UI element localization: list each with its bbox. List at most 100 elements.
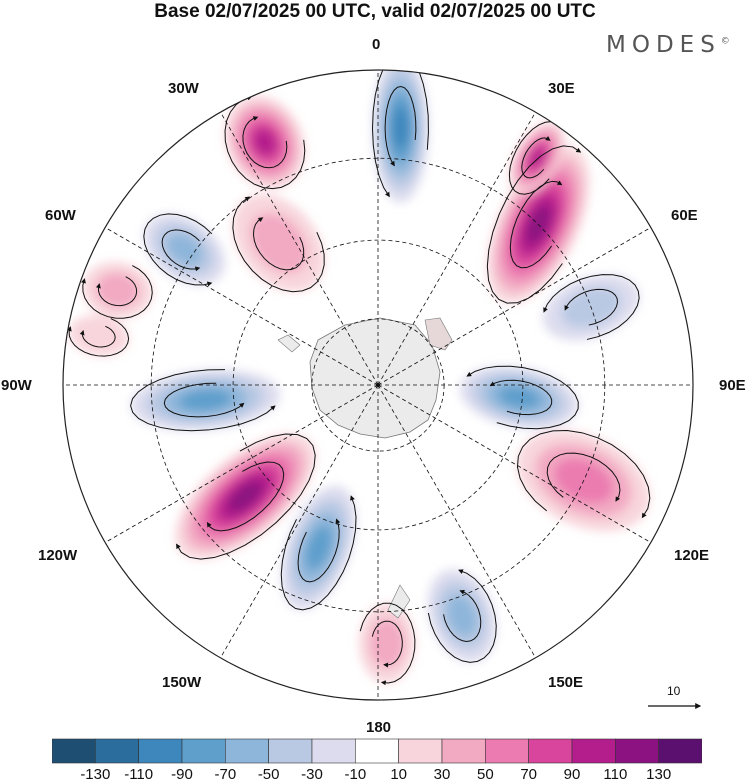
streamline: [252, 217, 305, 271]
anomaly-contour: [305, 526, 332, 570]
streamline: [297, 518, 341, 583]
anomaly-contour: [96, 272, 139, 308]
streamline: [79, 325, 116, 348]
streamline: [95, 276, 138, 307]
colorbar-swatch: [528, 738, 573, 764]
lon-label-90w: 90W: [1, 377, 32, 394]
anomaly-contour: [498, 386, 540, 409]
streamline: [516, 430, 651, 519]
colorbar-swatch: [658, 738, 702, 764]
colorbar-swatch: [354, 738, 399, 764]
meridian-line: [105, 227, 379, 386]
streamline: [508, 121, 562, 195]
streamline: [161, 229, 201, 272]
streamline: [371, 620, 403, 668]
lon-label-180: 180: [366, 719, 392, 736]
streamline: [81, 265, 153, 319]
map-border: [62, 69, 694, 701]
streamline: [466, 365, 579, 430]
lat-lon-grid: [63, 70, 693, 700]
meridian-line: [105, 384, 379, 543]
lon-label-150w: 150W: [162, 674, 202, 691]
south-pole-dot: [376, 383, 380, 387]
streamline: [546, 452, 621, 502]
colorbar-tick-label: 90: [563, 766, 581, 783]
meridian-line: [220, 384, 379, 658]
colorbar-tick-label: -130: [80, 766, 111, 783]
colorbar-swatch: [441, 738, 486, 764]
colorbar-swatch: [181, 738, 226, 764]
streamline: [486, 145, 582, 304]
streamline: [176, 433, 316, 560]
anomaly-contour: [166, 233, 203, 266]
colorbar-swatch: [52, 738, 96, 764]
reference-vector-label: 10: [667, 684, 681, 698]
colorbar-tick-label: -110: [124, 766, 154, 783]
map-disc: [63, 70, 693, 700]
anomaly-contour: [228, 481, 263, 512]
streamline: [242, 116, 288, 169]
colorbar-tick-label: 70: [520, 766, 537, 783]
colorbar-swatch: [484, 738, 529, 764]
streamline: [163, 382, 245, 418]
anomaly-contour: [179, 389, 232, 411]
colorbar-tick-label: -70: [214, 766, 237, 783]
anomaly-contour: [69, 315, 129, 357]
anomaly-contour: [446, 595, 478, 637]
colorbar-tick-label: 30: [433, 766, 451, 783]
streamline: [371, 70, 429, 198]
meridian-line: [377, 384, 536, 658]
meridian-line: [377, 227, 651, 386]
anomaly-contour: [392, 106, 409, 150]
colorbar-tick-label: 50: [476, 766, 494, 783]
colorbar-swatch: [571, 738, 616, 764]
lon-label-30w: 30W: [168, 80, 199, 97]
colorbar-tick-label: 110: [603, 766, 628, 783]
colorbar: [52, 738, 702, 764]
streamline: [280, 495, 357, 611]
colorbar-tick-label: 10: [390, 766, 407, 783]
meridian-line: [377, 384, 651, 543]
anomaly-contour: [369, 618, 405, 668]
streamline: [489, 379, 553, 416]
colorbar-tick-label: -30: [301, 766, 323, 783]
lon-label-120e: 120E: [674, 547, 710, 564]
brand-logo: MODES©: [606, 32, 730, 58]
colorbar-tick-label: -50: [257, 766, 280, 783]
meridian-line: [377, 112, 536, 386]
lon-label-120w: 120W: [38, 547, 78, 564]
colorbar-tick-label: -10: [344, 766, 367, 783]
streamline: [143, 213, 213, 287]
colorbar-tick-label: -90: [171, 766, 193, 783]
colorbar-swatch: [225, 738, 269, 764]
colorbar-swatch: [614, 738, 659, 764]
streamline: [359, 602, 416, 686]
streamline: [443, 589, 482, 642]
lon-label-60e: 60E: [671, 207, 698, 224]
streamline: [543, 274, 640, 340]
lon-label-0: 0: [372, 36, 381, 53]
anomaly-contour: [253, 129, 277, 156]
wind-streamlines: [66, 70, 651, 686]
streamline: [384, 85, 417, 167]
colorbar-swatch: [398, 738, 443, 764]
colorbar-swatch: [311, 738, 356, 764]
colorbar-swatch: [94, 738, 139, 764]
latitude-circle: [232, 239, 524, 531]
colorbar-swatch: [138, 738, 183, 764]
colorbar-tick-label: 130: [646, 766, 672, 783]
streamline: [66, 318, 130, 357]
lon-label-90e: 90E: [719, 377, 746, 394]
streamline: [232, 196, 325, 293]
streamline: [521, 135, 551, 179]
map-title: Base 02/07/2025 00 UTC, valid 02/07/2025…: [154, 1, 596, 22]
streamline: [206, 461, 285, 532]
streamline: [564, 288, 618, 326]
colorbar-swatch: [268, 738, 313, 764]
streamline: [427, 569, 497, 663]
streamline: [130, 369, 276, 432]
lon-label-60w: 60W: [45, 207, 76, 224]
meridian-line: [220, 112, 379, 386]
lon-label-30e: 30E: [548, 80, 575, 97]
